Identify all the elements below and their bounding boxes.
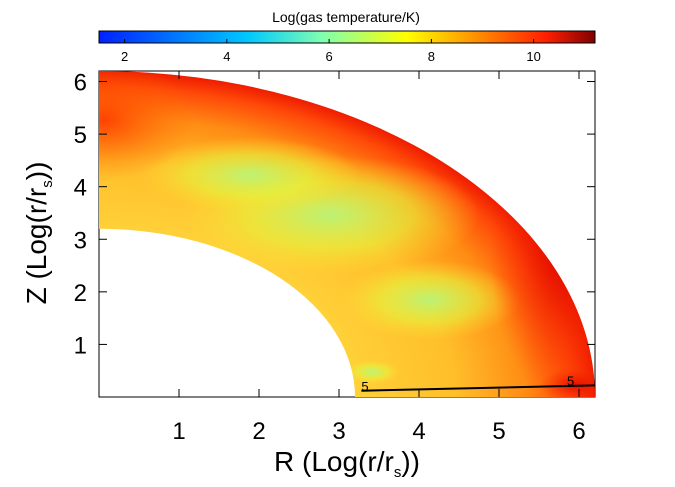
x-axis-label: R (Log(r/rs)) — [274, 446, 420, 481]
x-tick-label: 5 — [492, 418, 505, 445]
cool-region-lower — [340, 260, 520, 340]
contour-label: 5 — [567, 373, 574, 388]
colorbar-tick-label: 4 — [223, 49, 230, 64]
plot-frame — [98, 70, 596, 398]
y-axis-label-main: Z (Log(r/r — [21, 188, 52, 305]
contour-label: 5 — [361, 379, 368, 394]
colorbar-tick-label: 8 — [428, 49, 435, 64]
colorbar-gradient — [98, 30, 596, 44]
x-axis-label-end: )) — [401, 446, 420, 477]
y-axis-label-sub: s — [39, 180, 56, 188]
y-tick-label: 1 — [74, 332, 87, 359]
y-tick-label: 5 — [74, 122, 87, 149]
hot-outer-rim — [490, 100, 595, 397]
x-tick-label: 4 — [412, 418, 425, 445]
colorbar-ticks: 2 4 6 8 10 — [121, 39, 541, 64]
x-axis-ticks: 1 2 3 4 5 6 — [172, 71, 586, 445]
y-tick-label: 4 — [74, 175, 87, 202]
y-tick-label: 3 — [74, 227, 87, 254]
y-tick-label: 2 — [74, 280, 87, 307]
colorbar-tick-label: 6 — [325, 49, 332, 64]
x-tick-label: 3 — [332, 418, 345, 445]
cool-inner-disk — [344, 360, 400, 384]
temperature-contour-line — [361, 384, 596, 392]
colorbar-tick-label: 10 — [526, 49, 540, 64]
colorbar: Log(gas temperature/K) 2 4 6 8 10 — [98, 9, 596, 64]
colorbar-title: Log(gas temperature/K) — [272, 9, 420, 25]
cool-region-upper — [140, 137, 360, 213]
x-tick-label: 1 — [172, 418, 185, 445]
y-axis-label-end: )) — [21, 162, 52, 181]
y-axis-label: Z (Log(r/rs)) — [21, 162, 56, 305]
x-axis-label-main: R (Log(r/r — [274, 446, 394, 477]
plot-area: 5 5 1 2 3 4 5 6 1 2 3 4 5 6 — [74, 70, 596, 445]
x-tick-label: 6 — [572, 418, 585, 445]
hot-polar-region — [99, 71, 195, 180]
x-axis-label-sub: s — [394, 464, 402, 481]
x-tick-label: 2 — [252, 418, 265, 445]
y-tick-label: 6 — [74, 70, 87, 97]
colorbar-tick-label: 2 — [121, 49, 128, 64]
temperature-field — [99, 71, 595, 397]
y-axis-ticks: 1 2 3 4 5 6 — [74, 70, 595, 359]
